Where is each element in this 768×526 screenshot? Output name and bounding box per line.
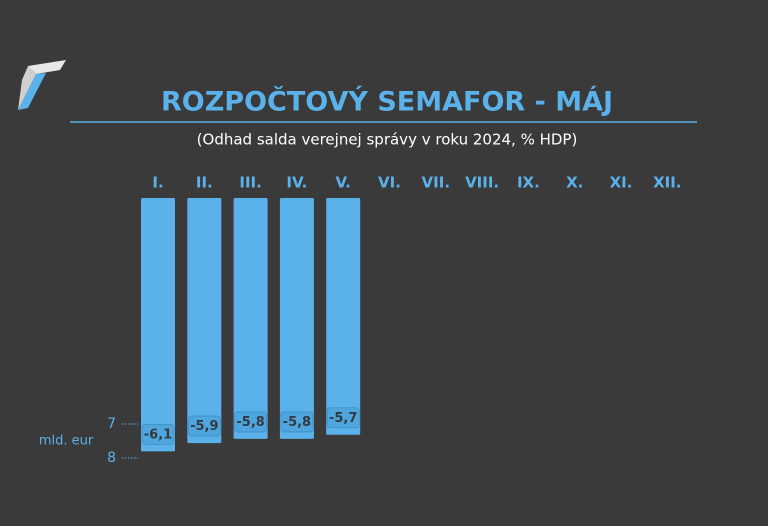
value-label: -6,1	[144, 427, 172, 442]
value-label: -5,7	[329, 411, 357, 426]
x-tick-label: VII.	[422, 174, 450, 192]
logo	[18, 60, 66, 110]
bar	[187, 198, 222, 444]
x-tick-label: I.	[152, 174, 163, 192]
x-tick-label: IV.	[286, 174, 307, 192]
value-label-box	[280, 411, 314, 433]
y2-tick-label: 7	[107, 416, 116, 432]
chart-subtitle: (Odhad salda verejnej správy v roku 2024…	[197, 131, 578, 149]
chart-title: ROZPOČTOVÝ SEMAFOR - MÁJ	[161, 86, 613, 118]
x-tick-label: XI.	[610, 174, 633, 192]
value-label: -5,9	[190, 419, 218, 434]
x-tick-label: X.	[566, 174, 583, 192]
value-label: -5,8	[236, 415, 264, 430]
x-tick-label: III.	[239, 174, 261, 192]
bar	[233, 198, 268, 439]
x-tick-label: XII.	[653, 174, 681, 192]
bar	[141, 198, 175, 452]
bar	[279, 198, 314, 439]
value-label-box	[187, 415, 221, 437]
y2-axis-label: mld. eur	[39, 434, 94, 449]
y2-tick-label: 8	[107, 450, 116, 466]
bar	[326, 198, 361, 435]
x-tick-label: V.	[336, 174, 351, 192]
value-label-box	[234, 411, 268, 433]
x-tick-label: VIII.	[465, 174, 499, 192]
x-tick-label: II.	[196, 174, 213, 192]
value-label: -5,8	[283, 415, 311, 430]
x-tick-label: VI.	[378, 174, 401, 192]
value-label-box	[326, 407, 360, 429]
x-tick-label: IX.	[517, 174, 540, 192]
value-label-box	[141, 423, 175, 445]
